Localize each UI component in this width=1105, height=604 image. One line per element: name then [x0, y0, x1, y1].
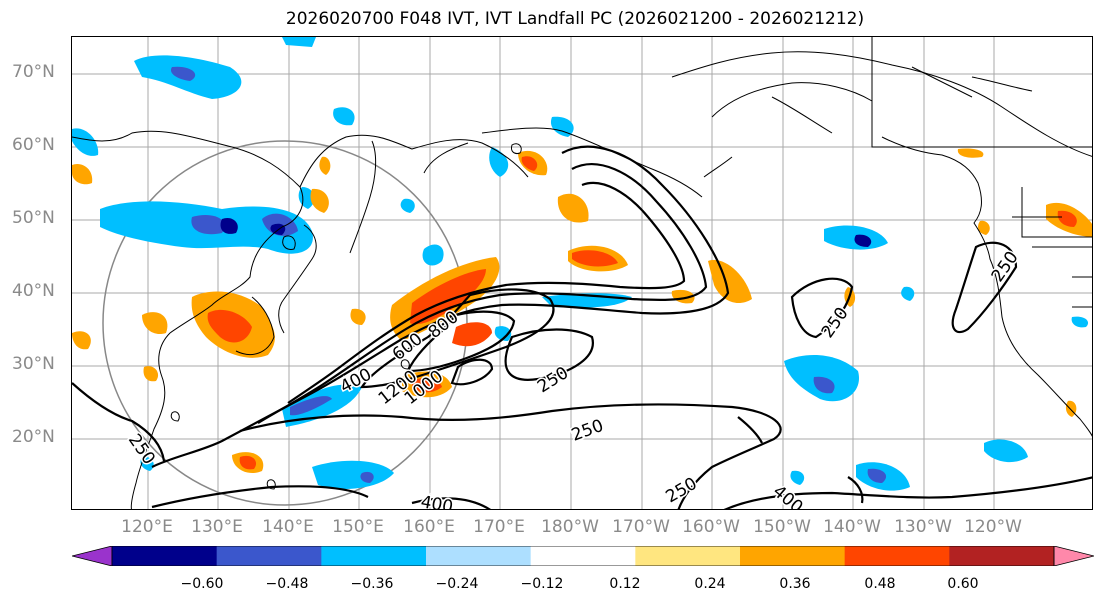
colorbar-tick-label: 0.36: [779, 576, 811, 592]
colorbar-segment: [426, 546, 532, 566]
lon-label-150w: 150°W: [753, 517, 811, 537]
lon-label-140e: 140°E: [262, 517, 314, 537]
colorbar-segment: [216, 546, 322, 566]
colorbar-tick-label: −0.48: [265, 576, 309, 592]
lon-label-130e: 130°E: [191, 517, 243, 537]
colorbar-tick-label: −0.24: [435, 576, 479, 592]
colorbar-segment: [321, 546, 427, 566]
lon-label-170e: 170°E: [473, 517, 525, 537]
contour-label: 250: [818, 304, 853, 342]
lon-label-130w: 130°W: [894, 517, 952, 537]
colorbar-segment: [530, 546, 636, 566]
colorbar-segments: [72, 546, 1094, 566]
colorbar-segment: [844, 546, 950, 566]
colorbar-segment: [949, 546, 1055, 566]
colorbar-tick-label: 0.48: [864, 576, 896, 592]
lon-label-180w: 180°W: [541, 517, 599, 537]
lat-label-70n: 70°N: [12, 62, 55, 82]
negative-anomaly-patches: [72, 37, 1089, 491]
lon-label-120e: 120°E: [121, 517, 173, 537]
lon-label-170w: 170°W: [612, 517, 670, 537]
lat-label-50n: 50°N: [12, 208, 55, 228]
contour-label: 250: [569, 416, 606, 446]
lat-label-30n: 30°N: [12, 354, 55, 374]
colorbar-tick-label: −0.12: [520, 576, 564, 592]
contour-label: 250: [534, 363, 572, 397]
ivt-contours: [72, 145, 1092, 509]
colorbar-tick-label: 0.60: [947, 576, 979, 592]
lon-label-150e: 150°E: [332, 517, 384, 537]
colorbar-tick-label: 0.12: [609, 576, 641, 592]
lat-label-40n: 40°N: [12, 281, 55, 301]
lon-label-120w: 120°W: [964, 517, 1022, 537]
positive-anomaly-patches: [72, 148, 1092, 474]
contour-label: 250: [124, 430, 159, 468]
map-panel: 250 250 250 250 250 400 400 600 800 1000…: [71, 36, 1093, 510]
contour-label: 400: [419, 492, 454, 510]
colorbar-tick-label: 0.24: [694, 576, 726, 592]
colorbar-segment: [112, 546, 218, 566]
colorbar-segment: [635, 546, 741, 566]
colorbar-segment: [740, 546, 846, 566]
contour-label: 400: [769, 482, 807, 510]
lat-label-60n: 60°N: [12, 135, 55, 155]
gridlines: [72, 37, 1092, 509]
colorbar-extend-low: [72, 546, 113, 566]
lon-label-140w: 140°W: [823, 517, 881, 537]
lon-label-160e: 160°E: [403, 517, 455, 537]
range-circle: [102, 140, 468, 506]
lat-label-20n: 20°N: [12, 427, 55, 447]
lon-label-160w: 160°W: [682, 517, 740, 537]
colorbar-outline: [111, 546, 1055, 566]
colorbar-extend-high: [1053, 546, 1094, 566]
colorbar-tick-label: −0.36: [350, 576, 394, 592]
map-title: 2026020700 F048 IVT, IVT Landfall PC (20…: [285, 9, 865, 29]
contour-label: 250: [988, 248, 1023, 286]
map-canvas: 250 250 250 250 250 400 400 600 800 1000…: [72, 37, 1092, 510]
colorbar-tick-label: −0.60: [180, 576, 224, 592]
coastlines: [72, 37, 1092, 509]
colorbar: [72, 546, 1094, 566]
islands: [170, 143, 522, 490]
